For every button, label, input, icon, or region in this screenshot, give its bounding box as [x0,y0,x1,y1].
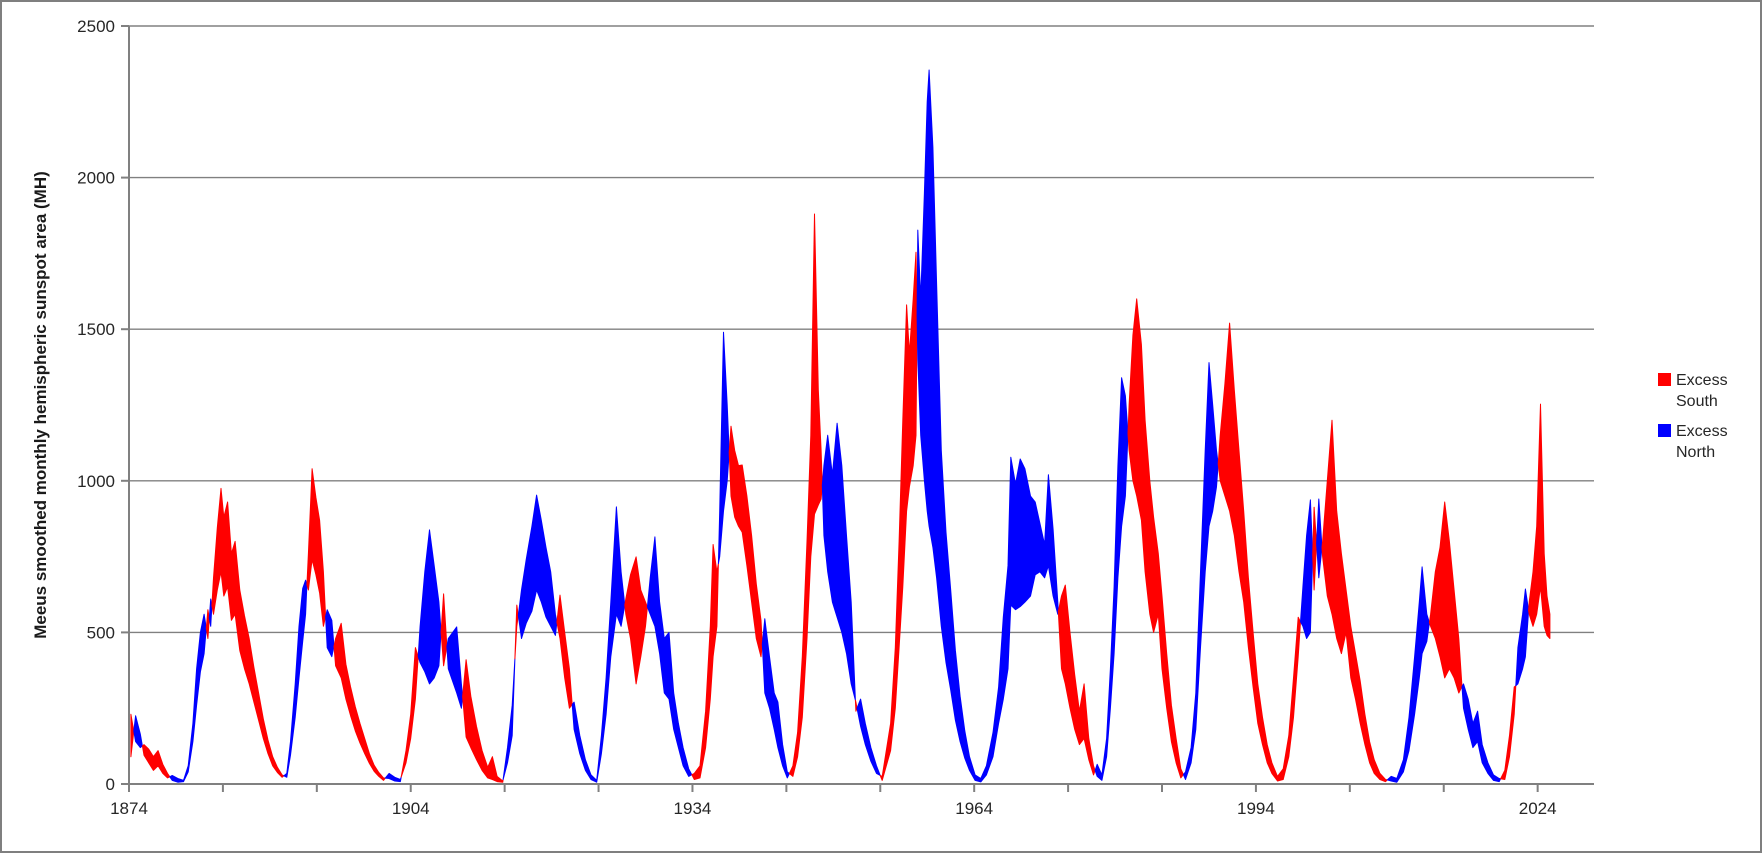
band-segment-excess-north [283,579,308,778]
band-segment-excess-south [462,659,504,783]
band-segment-excess-north [1515,588,1530,687]
y-tick-label-1500: 1500 [77,320,115,339]
band-segment-excess-north [384,772,402,783]
band-segment-excess-south [1217,322,1301,782]
excess-south-swatch-icon [1658,373,1671,386]
band-segment-excess-south [879,251,918,781]
band-segment-excess-north [761,618,790,779]
band-segment-excess-north [446,626,464,709]
band-segment-excess-south [400,647,419,778]
band-segment-excess-south [624,556,648,685]
band-segment-excess-south [440,593,448,667]
legend: Excess South Excess North [1658,370,1750,463]
y-tick-label-0: 0 [106,775,115,794]
band-segment-excess-south [1321,419,1388,783]
band-segment-excess-north [517,494,558,639]
band-segment-excess-north [1316,498,1323,579]
y-tick-label-2000: 2000 [77,169,115,188]
band-segment-excess-north [1461,683,1502,783]
legend-label-excess-north: Excess North [1676,423,1728,462]
band-segment-excess-south [1500,685,1517,780]
band-segment-excess-north [502,658,516,781]
band-segment-excess-north [417,529,442,685]
horizontal-gridlines [129,25,1594,634]
band-segment-excess-south [1428,501,1463,694]
band-segment-excess-south [205,609,210,639]
band-segment-excess-north [646,536,693,777]
y-tick-label-1000: 1000 [77,472,115,491]
band-segment-excess-north [1094,377,1129,781]
legend-label-excess-south: Excess South [1676,372,1728,411]
band-segment-excess-north [1182,362,1219,780]
band-segment-excess-south [556,594,573,709]
x-tick-label-1874: 1874 [110,799,148,818]
band-segment-excess-south [854,699,858,712]
band-segment-excess-north [208,598,213,627]
band-segment-excess-north [856,698,881,776]
band-segment-excess-south [333,622,386,781]
band-segment-excess-south [1528,403,1551,639]
band-segment-excess-south [728,425,763,658]
band-segment-excess-south [788,213,823,777]
x-tick-label-2024: 2024 [1519,799,1557,818]
band-segment-excess-north [571,506,626,783]
band-segment-excess-north [1300,499,1314,639]
legend-item-excess-north: Excess North [1658,421,1750,463]
hemispheric-excess-bands [130,69,1551,783]
x-tick-label-1994: 1994 [1237,799,1275,818]
band-segment-excess-north [916,69,1059,783]
legend-item-excess-south: Excess South [1658,370,1750,412]
excess-north-swatch-icon [1658,424,1671,438]
y-axis-title: Meeus smoothed monthly hemispheric sunsp… [31,171,50,639]
band-segment-excess-south [141,744,171,779]
band-segment-excess-south [1312,506,1318,591]
band-segment-excess-north [821,422,856,701]
axis-tick-labels: 0 500 1000 1500 2000 2500 1874 1904 1934 1964 1994… [77,17,1556,818]
band-segment-excess-south [306,468,327,627]
band-segment-excess-north [133,715,143,749]
band-segment-excess-south [691,544,719,780]
x-tick-label-1904: 1904 [392,799,430,818]
band-segment-excess-north [1386,566,1430,783]
band-segment-excess-north [169,613,207,783]
band-segment-excess-north [325,609,335,658]
axes-and-ticks [121,25,1594,792]
y-tick-label-2500: 2500 [77,17,115,36]
y-tick-label-500: 500 [87,623,115,642]
band-segment-excess-north [717,331,730,564]
band-segment-excess-south [130,713,135,758]
band-segment-excess-south [1127,298,1184,779]
x-tick-label-1964: 1964 [955,799,993,818]
band-segment-excess-south [1057,584,1096,776]
x-tick-label-1934: 1934 [674,799,712,818]
